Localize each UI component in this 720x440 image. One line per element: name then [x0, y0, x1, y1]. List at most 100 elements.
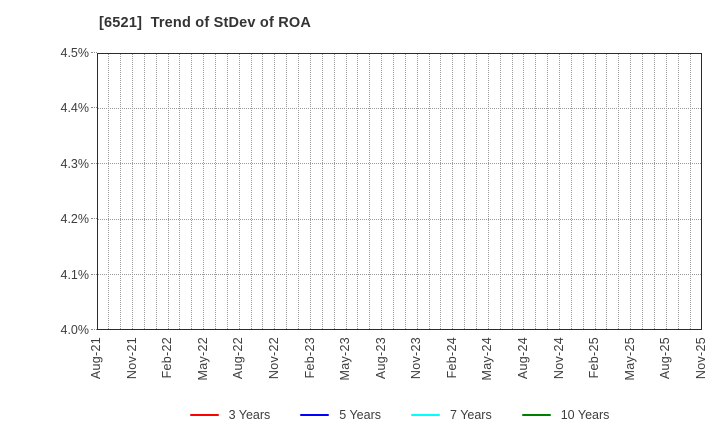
y-tick-label: 4.5% — [60, 46, 90, 60]
y-tick-mark — [91, 52, 97, 53]
y-tick-label: 4.2% — [60, 212, 90, 227]
x-tick-label: Nov-22 — [266, 337, 281, 380]
y-tick-mark — [91, 107, 97, 109]
vertical-gridline — [499, 54, 501, 329]
horizontal-gridline — [98, 218, 701, 220]
y-tick-label: 4.1% — [60, 267, 90, 282]
vertical-gridline — [250, 54, 252, 329]
y-tick-mark — [91, 218, 97, 220]
legend: 3 Years 5 Years 7 Years 10 Years — [97, 408, 702, 422]
vertical-gridline — [238, 54, 240, 329]
vertical-gridline — [369, 54, 371, 329]
legend-item-5-years: 5 Years — [300, 408, 381, 422]
y-tick-mark — [91, 273, 97, 275]
vertical-gridline — [570, 54, 572, 329]
vertical-gridline — [653, 54, 655, 329]
vertical-gridline — [286, 54, 288, 329]
x-tick-label: Aug-24 — [516, 337, 531, 380]
y-tick-label: 4.4% — [60, 101, 90, 116]
vertical-gridline — [120, 54, 122, 329]
vertical-gridline — [345, 54, 347, 329]
vertical-gridline — [298, 54, 300, 329]
vertical-gridline — [416, 54, 418, 329]
x-tick-label: Aug-21 — [89, 337, 103, 380]
x-tick-label: Feb-25 — [587, 337, 602, 379]
vertical-gridline — [179, 54, 181, 329]
x-tick-label: Nov-24 — [551, 337, 566, 380]
vertical-gridline — [594, 54, 596, 329]
vertical-gridline — [309, 54, 311, 329]
x-tick-label: Feb-22 — [160, 337, 175, 379]
horizontal-gridline — [98, 107, 701, 109]
vertical-gridline — [191, 54, 193, 329]
x-tick-label: May-24 — [480, 337, 495, 381]
legend-item-7-years: 7 Years — [411, 408, 492, 422]
x-tick-label: Feb-23 — [302, 337, 317, 379]
x-tick-label: Nov-21 — [124, 337, 139, 380]
x-tick-label: Aug-25 — [658, 337, 673, 380]
plot-area — [97, 53, 702, 330]
vertical-gridline — [155, 54, 157, 329]
vertical-gridline — [689, 54, 691, 329]
y-tick-label: 4.3% — [60, 156, 90, 171]
vertical-gridline — [606, 54, 608, 329]
vertical-gridline — [262, 54, 264, 329]
vertical-gridline — [108, 54, 110, 329]
x-tick-label: May-23 — [338, 337, 353, 381]
vertical-gridline — [131, 54, 133, 329]
x-tick-label: Nov-25 — [694, 337, 708, 380]
vertical-gridline — [642, 54, 644, 329]
legend-line-5-years-icon — [300, 413, 330, 417]
horizontal-gridline — [98, 163, 701, 165]
legend-label-10-years: 10 Years — [560, 408, 610, 422]
x-tick-label: Aug-22 — [231, 337, 246, 380]
vertical-gridline — [582, 54, 584, 329]
vertical-gridline — [203, 54, 205, 329]
legend-line-3-years-icon — [189, 413, 219, 417]
vertical-gridline — [677, 54, 679, 329]
legend-label-7-years: 7 Years — [450, 408, 492, 422]
vertical-gridline — [464, 54, 466, 329]
vertical-gridline — [535, 54, 537, 329]
vertical-gridline — [630, 54, 632, 329]
legend-line-10-years-icon — [521, 413, 551, 417]
vertical-gridline — [559, 54, 561, 329]
vertical-gridline — [392, 54, 394, 329]
x-tick-label: May-25 — [622, 337, 637, 381]
vertical-gridline — [476, 54, 477, 329]
vertical-gridline — [428, 54, 430, 329]
vertical-gridline — [226, 54, 228, 329]
x-tick-label: Aug-23 — [373, 337, 388, 380]
vertical-gridline — [381, 54, 383, 329]
x-tick-label: Feb-24 — [444, 337, 459, 379]
vertical-gridline — [357, 54, 359, 329]
y-tick-mark — [91, 329, 97, 330]
vertical-gridline — [487, 54, 489, 329]
chart-title: [6521] Trend of StDev of ROA — [99, 15, 312, 31]
vertical-gridline — [143, 54, 145, 329]
legend-label-3-years: 3 Years — [228, 408, 271, 422]
vertical-gridline — [547, 54, 549, 329]
y-tick-mark — [91, 162, 97, 164]
x-tick-label: Nov-23 — [409, 337, 424, 380]
vertical-gridline — [665, 54, 667, 329]
vertical-gridline — [404, 54, 406, 329]
vertical-gridline — [523, 54, 525, 329]
legend-label-5-years: 5 Years — [339, 408, 382, 422]
legend-item-10-years: 10 Years — [521, 408, 610, 422]
vertical-gridline — [452, 54, 454, 329]
vertical-gridline — [167, 54, 169, 329]
vertical-gridline — [321, 54, 323, 329]
vertical-gridline — [215, 54, 217, 329]
legend-item-3-years: 3 Years — [189, 408, 271, 422]
vertical-gridline — [333, 54, 335, 329]
x-tick-label: May-22 — [195, 337, 210, 381]
legend-line-7-years-icon — [411, 413, 441, 417]
horizontal-gridline — [98, 274, 701, 275]
vertical-gridline — [440, 54, 442, 329]
vertical-gridline — [511, 54, 513, 329]
y-tick-label: 4.0% — [60, 323, 90, 337]
vertical-gridline — [618, 54, 620, 329]
vertical-gridline — [274, 54, 276, 329]
